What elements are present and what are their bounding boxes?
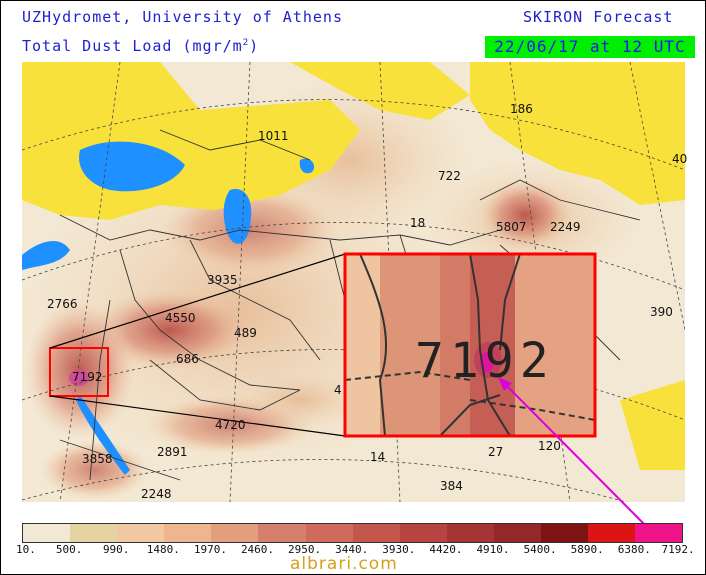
colorbar-swatch	[541, 524, 589, 542]
low-load-region-north	[290, 62, 470, 120]
colorbar-swatch	[493, 524, 542, 542]
colorbar-swatch	[446, 524, 494, 542]
colorbar-tick-label: 5890.	[570, 543, 604, 556]
map-value-label: 686	[176, 352, 199, 366]
zoom-inset-frame	[343, 252, 597, 438]
colorbar	[22, 523, 684, 543]
map-value-label: 7192	[72, 370, 103, 384]
map-value-label: 1011	[258, 129, 289, 143]
map-value-label: 120	[538, 439, 561, 453]
zoom-inset: 7192	[345, 254, 595, 436]
variable-close: )	[249, 37, 260, 55]
colorbar-tick-label: 1970.	[193, 543, 227, 556]
map-value-label: 14	[370, 450, 385, 464]
map-value-label: 384	[440, 479, 463, 493]
colorbar-tick-label: 2460.	[240, 543, 275, 556]
inset-value-label: 7192	[415, 333, 555, 389]
colorbar-tick-label: 4910.	[476, 543, 510, 556]
colorbar-swatch	[164, 524, 212, 542]
colorbar-tick-label: 3930.	[382, 543, 416, 556]
pointer-arrowhead	[498, 377, 512, 391]
colorbar-tick-label: 6380.	[617, 543, 651, 556]
colorbar-swatch	[352, 524, 400, 542]
black-sea	[79, 141, 185, 192]
zoom-connector-bottom	[49, 395, 346, 437]
map-value-label: 3935	[207, 273, 238, 287]
aral-sea	[299, 158, 315, 174]
inset-borders	[345, 254, 595, 436]
map-value-label: 2766	[47, 297, 78, 311]
dust-plume-oman	[230, 370, 370, 430]
colorbar-tick-label: 500.	[55, 543, 83, 556]
colorbar-swatch	[70, 524, 118, 542]
mediterranean-sea	[22, 240, 70, 270]
forecast-title: SKIRON Forecast	[523, 8, 674, 26]
dust-plume-egypt	[25, 300, 135, 440]
map-value-label: 390	[650, 305, 673, 319]
dust-plume-taklamakan	[480, 180, 570, 250]
variable-title: Total Dust Load (mgr/m2)	[22, 37, 259, 55]
map-value-label: 722	[438, 169, 461, 183]
source-title: UZHydromet, University of Athens	[22, 8, 343, 26]
colorbar-tick-label: 4420.	[429, 543, 463, 556]
map-value-label: 3858	[82, 452, 113, 466]
valid-time-stamp: 22/06/17 at 12 UTC	[485, 36, 695, 58]
dust-max-spot	[69, 370, 89, 386]
map-value-label: 5807	[496, 220, 527, 234]
colorbar-swatch	[399, 524, 447, 542]
colorbar-tick-label: 10.	[16, 543, 36, 556]
colorbar-tick-label: 1480.	[146, 543, 180, 556]
colorbar-tick-label: 7192.	[661, 543, 695, 556]
variable-text: Total Dust Load (mgr/m	[22, 37, 243, 55]
pointer-arrow	[502, 381, 651, 531]
map-value-label: 4550	[165, 311, 196, 325]
watermark: albrari.com	[290, 554, 398, 574]
highlight-box	[49, 347, 109, 397]
colorbar-swatch	[211, 524, 259, 542]
map-value-label: 2249	[550, 220, 581, 234]
zoom-connector-top	[49, 253, 346, 349]
map-value-label: 27	[488, 445, 503, 459]
colorbar-tick-label: 3440.	[335, 543, 369, 556]
map-value-label: 2891	[157, 445, 188, 459]
variable-superscript: 2	[242, 38, 250, 48]
colorbar-swatch	[305, 524, 353, 542]
colorbar-ticks: 10. 500. 990. 1480. 1970. 2460. 2950. 3440. 3930…	[0, 543, 706, 557]
map-value-label: 2248	[141, 487, 172, 501]
colorbar-swatch	[588, 524, 636, 542]
colorbar-swatch	[23, 524, 71, 542]
map-value-label: 4	[334, 383, 342, 397]
colorbar-tick-label: 990.	[102, 543, 130, 556]
map-value-label: 40	[672, 152, 687, 166]
colorbar-tick-label: 2950.	[288, 543, 322, 556]
map-value-label: 18	[410, 216, 425, 230]
map-value-label: 186	[510, 102, 533, 116]
colorbar-swatch	[258, 524, 306, 542]
colorbar-tick-label: 5400.	[523, 543, 557, 556]
low-load-region-siberia	[470, 62, 685, 205]
colorbar-swatch	[117, 524, 165, 542]
map-value-labels: 1011 186 722 5807 2249 18 3935 2766 4550…	[47, 102, 687, 501]
colorbar-swatch	[635, 524, 683, 542]
map-value-label: 489	[234, 326, 257, 340]
red-sea	[76, 395, 130, 475]
dust-plume-sudan	[40, 440, 150, 500]
